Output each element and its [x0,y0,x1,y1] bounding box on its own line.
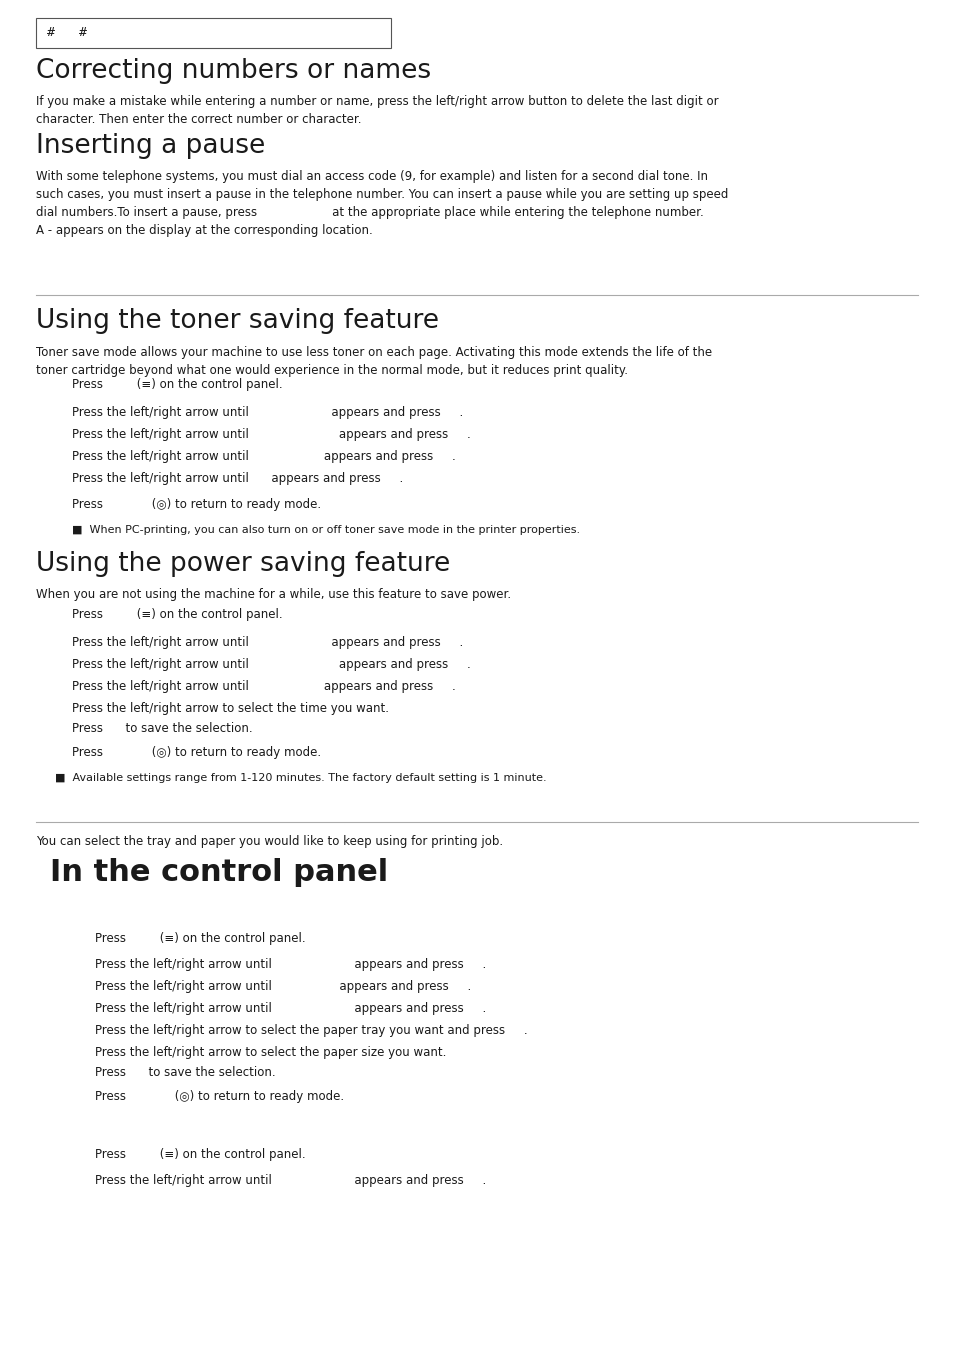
Text: Press             (◎) to return to ready mode.: Press (◎) to return to ready mode. [71,499,321,511]
Text: Press the left/right arrow until                      appears and press     .: Press the left/right arrow until appears… [95,1174,486,1188]
Text: If you make a mistake while entering a number or name, press the left/right arro: If you make a mistake while entering a n… [36,95,718,126]
Text: Press the left/right arrow until                        appears and press     .: Press the left/right arrow until appears… [71,428,470,440]
Text: Press the left/right arrow until                      appears and press     .: Press the left/right arrow until appears… [95,958,486,971]
Text: ■  Available settings range from 1-120 minutes. The factory default setting is 1: ■ Available settings range from 1-120 mi… [55,773,546,784]
Text: Press the left/right arrow until                    appears and press     .: Press the left/right arrow until appears… [71,680,456,693]
Text: Press the left/right arrow until                  appears and press     .: Press the left/right arrow until appears… [95,979,471,993]
Text: Press the left/right arrow until                        appears and press     .: Press the left/right arrow until appears… [71,658,470,671]
Text: Press the left/right arrow until      appears and press     .: Press the left/right arrow until appears… [71,471,403,485]
Text: Correcting numbers or names: Correcting numbers or names [36,58,431,84]
Text: #   #: # # [47,26,87,39]
Text: ■  When PC-printing, you can also turn on or off toner save mode in the printer : ■ When PC-printing, you can also turn on… [71,526,579,535]
Text: Press         (≡) on the control panel.: Press (≡) on the control panel. [95,1148,305,1161]
Text: Press the left/right arrow to select the paper tray you want and press     .: Press the left/right arrow to select the… [95,1024,527,1038]
Text: Press         (≡) on the control panel.: Press (≡) on the control panel. [95,932,305,944]
Text: Using the toner saving feature: Using the toner saving feature [36,308,438,334]
Bar [36,18,391,49]
Text: Press the left/right arrow until                    appears and press     .: Press the left/right arrow until appears… [71,450,456,463]
Text: Using the power saving feature: Using the power saving feature [36,551,450,577]
Text: Inserting a pause: Inserting a pause [36,132,265,159]
Text: Press      to save the selection.: Press to save the selection. [71,721,253,735]
Text: In the control panel: In the control panel [50,858,388,888]
Text: With some telephone systems, you must dial an access code (9, for example) and l: With some telephone systems, you must di… [36,170,727,236]
Text: Press             (◎) to return to ready mode.: Press (◎) to return to ready mode. [71,746,321,759]
Text: When you are not using the machine for a while, use this feature to save power.: When you are not using the machine for a… [36,588,511,601]
Text: Press             (◎) to return to ready mode.: Press (◎) to return to ready mode. [95,1090,344,1102]
Text: Press the left/right arrow until                      appears and press     .: Press the left/right arrow until appears… [71,407,463,419]
Text: Toner save mode allows your machine to use less toner on each page. Activating t: Toner save mode allows your machine to u… [36,346,711,377]
Text: You can select the tray and paper you would like to keep using for printing job.: You can select the tray and paper you wo… [36,835,502,848]
Text: Press         (≡) on the control panel.: Press (≡) on the control panel. [71,378,282,390]
Text: Press the left/right arrow until                      appears and press     .: Press the left/right arrow until appears… [71,636,463,648]
Text: Press the left/right arrow to select the time you want.: Press the left/right arrow to select the… [71,703,389,715]
Text: Press         (≡) on the control panel.: Press (≡) on the control panel. [71,608,282,621]
Text: Press the left/right arrow until                      appears and press     .: Press the left/right arrow until appears… [95,1002,486,1015]
Text: Press the left/right arrow to select the paper size you want.: Press the left/right arrow to select the… [95,1046,446,1059]
Text: Press      to save the selection.: Press to save the selection. [95,1066,275,1079]
